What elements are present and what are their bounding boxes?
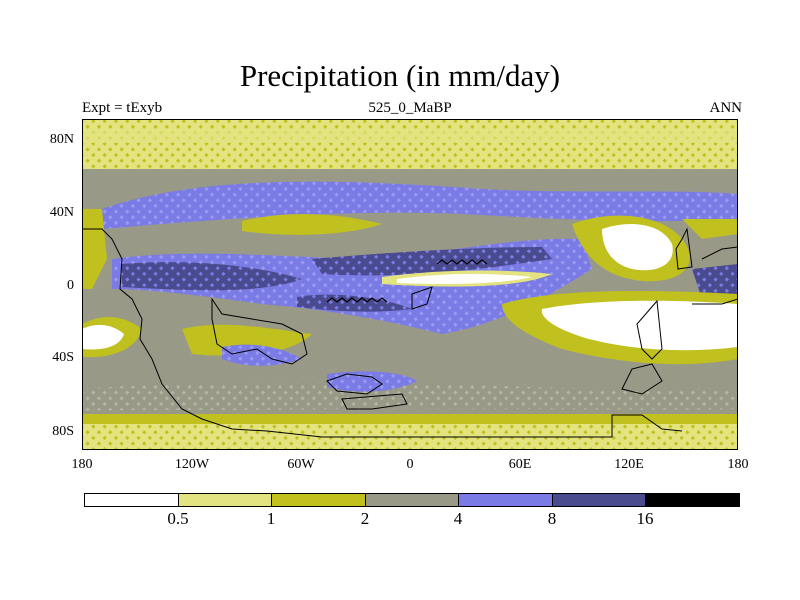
tropical-dark-central — [312, 247, 552, 276]
map-border — [82, 119, 738, 450]
colorbar-swatch — [272, 494, 366, 506]
colorbar-swatch — [365, 494, 460, 506]
arctic-light-band — [82, 129, 738, 143]
lon-tick-label: 180 — [727, 457, 749, 472]
colorbar-label: 2 — [360, 509, 370, 528]
lon-tick-label: 0 — [406, 457, 414, 472]
east-dry-core — [602, 224, 673, 271]
map-title: Precipitation (in mm/day) — [239, 58, 561, 93]
arctic-band — [82, 119, 738, 169]
lat-tick-label: 40N — [49, 205, 74, 220]
lat-tick-label: 80S — [52, 424, 74, 439]
south-blue-patch — [222, 344, 302, 366]
colorbar-swatch — [552, 494, 647, 506]
southern-ocean-band — [82, 382, 738, 411]
colorbar — [84, 493, 740, 507]
experiment-label: Expt = tExyb — [82, 100, 163, 116]
north-storm-track — [102, 181, 738, 229]
lon-tick-label: 60E — [508, 457, 532, 472]
southwest-dry-core — [82, 324, 124, 350]
period-label: 525_0_MaBP — [368, 100, 452, 116]
dry-zone-center — [397, 273, 532, 284]
season-label: ANN — [709, 100, 743, 116]
coastlines — [82, 227, 738, 438]
north-dry-patch — [242, 213, 382, 235]
lat-tick-label: 0 — [67, 278, 74, 293]
colorbar-swatch — [85, 494, 179, 506]
east-margin — [682, 219, 738, 239]
colorbar-label: 1 — [266, 509, 276, 528]
lat-tick-label: 80N — [49, 132, 74, 147]
colorbar-swatch — [646, 494, 740, 506]
precipitation-map — [82, 119, 738, 450]
colorbar-label: 4 — [453, 509, 463, 528]
lon-tick-label: 180 — [71, 457, 93, 472]
colorbar-label: 0.5 — [167, 509, 189, 528]
colorbar-label: 8 — [547, 509, 557, 528]
colorbar-swatch — [178, 494, 273, 506]
lat-tick-label: 40S — [52, 350, 74, 365]
significance-marks — [326, 259, 488, 303]
south-ocean-blue — [327, 371, 417, 392]
lon-tick-label: 120W — [174, 457, 210, 472]
tropical-dark-west — [122, 262, 302, 291]
colorbar-swatch — [459, 494, 553, 506]
tropical-dark-south — [297, 294, 412, 312]
lon-tick-label: 120E — [614, 457, 644, 472]
lon-tick-label: 60W — [287, 457, 315, 472]
southeast-dry-core — [541, 300, 738, 351]
map-canvas — [82, 119, 738, 450]
colorbar-label: 16 — [636, 509, 654, 528]
